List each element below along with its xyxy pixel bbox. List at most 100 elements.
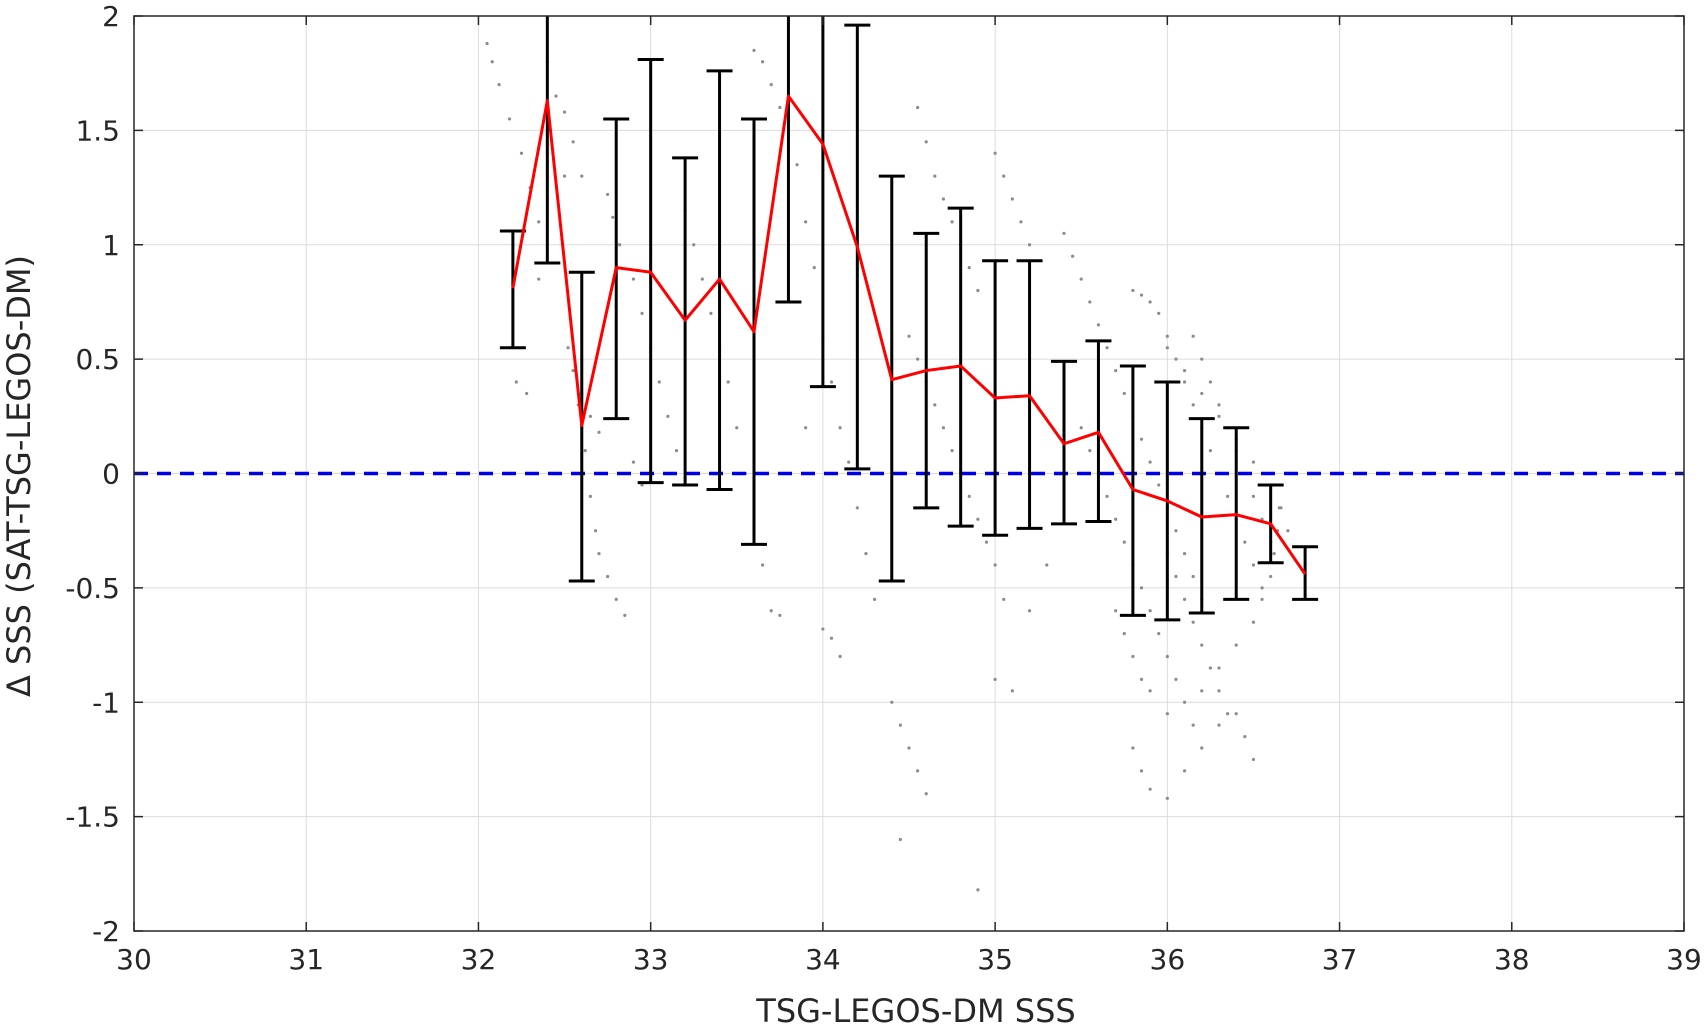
scatter-point xyxy=(566,346,570,350)
scatter-point xyxy=(666,414,670,418)
scatter-point xyxy=(1122,540,1126,544)
scatter-point xyxy=(1279,506,1283,510)
scatter-point xyxy=(631,460,636,464)
scatter-point xyxy=(674,449,679,453)
scatter-point xyxy=(950,449,954,453)
scatter-point xyxy=(519,151,524,155)
scatter-point xyxy=(941,426,946,430)
scatter-point xyxy=(1165,654,1169,659)
scatter-point xyxy=(761,563,765,567)
scatter-point xyxy=(1251,460,1256,464)
errorbar xyxy=(499,229,526,350)
scatter-point xyxy=(1148,787,1152,791)
scatter-point xyxy=(726,380,730,384)
scatter-point xyxy=(1191,723,1195,727)
scatter-point xyxy=(606,574,610,579)
scatter-point xyxy=(967,266,971,270)
scatter-point xyxy=(1208,666,1212,670)
mean-line xyxy=(511,94,1307,575)
y-tick-label: -2 xyxy=(92,915,120,948)
scatter-point xyxy=(1010,197,1014,201)
scatter-point xyxy=(588,494,592,498)
scatter-point xyxy=(1165,712,1169,716)
scatter-point xyxy=(1079,277,1083,281)
scatter-point xyxy=(700,277,704,281)
scatter-point xyxy=(1105,346,1109,350)
x-tick-label: 35 xyxy=(977,943,1013,976)
scatter-point xyxy=(829,636,834,640)
errorbar xyxy=(775,16,802,304)
scatter-point xyxy=(1191,334,1195,338)
scatter-point xyxy=(497,83,501,87)
scatter-point xyxy=(1260,597,1264,601)
scatter-point xyxy=(1217,723,1221,727)
scatter-point xyxy=(933,403,937,407)
x-tick-label: 39 xyxy=(1666,943,1702,976)
scatter-point xyxy=(1139,437,1144,441)
scatter-point xyxy=(1208,380,1212,384)
scatter-point xyxy=(1269,574,1273,579)
scatter-point xyxy=(1157,483,1161,487)
scatter-point xyxy=(898,723,902,727)
scatter-point xyxy=(1200,643,1204,647)
scatter-point xyxy=(507,117,512,121)
scatter-point xyxy=(1165,334,1169,338)
scatter-point xyxy=(537,220,541,224)
scatter-point xyxy=(1019,220,1023,224)
x-tick-label: 33 xyxy=(633,943,669,976)
scatter-point xyxy=(941,197,946,201)
scatter-point xyxy=(838,426,842,430)
scatter-point xyxy=(1114,368,1118,373)
scatter-point xyxy=(1182,368,1187,373)
scatter-point xyxy=(1131,746,1135,750)
scatter-point xyxy=(1234,643,1238,647)
scatter-point xyxy=(1286,529,1290,533)
scatter-point xyxy=(1114,609,1118,613)
scatter-point xyxy=(976,517,980,521)
scatter-point xyxy=(993,563,997,567)
scatter-point xyxy=(580,174,584,178)
scatter-point xyxy=(1157,311,1161,315)
scatter-point xyxy=(993,677,997,681)
scatter-point xyxy=(752,48,756,52)
scatter-point xyxy=(916,357,920,361)
scatter-point xyxy=(967,494,971,498)
scatter-point xyxy=(611,215,615,219)
scatter-point xyxy=(1182,551,1187,556)
scatter-point xyxy=(1234,712,1238,716)
scatter-point xyxy=(1191,620,1195,624)
scatter-point xyxy=(1131,288,1135,293)
x-axis-label: TSG-LEGOS-DM SSS xyxy=(755,992,1075,1030)
y-tick-label: -0.5 xyxy=(65,572,120,605)
scatter-point xyxy=(907,334,911,338)
tick-labels: 30 31 32 33 34 35 36 37 38 39 -2 -1.5 -1 -0.5 0 0.5 1 1.5… xyxy=(65,0,1701,976)
scatter-point xyxy=(847,460,851,464)
scatter-point xyxy=(1088,449,1092,453)
scatter-point xyxy=(1243,540,1247,544)
scatter-point xyxy=(1174,677,1178,681)
scatter-point xyxy=(1182,380,1187,384)
y-axis-label: Δ SSS (SAT-TSG-LEGOS-DM) xyxy=(0,255,38,697)
scatter-point xyxy=(1027,609,1032,613)
scatter-point xyxy=(976,288,980,293)
scatter-point xyxy=(829,380,834,384)
scatter-point xyxy=(485,41,489,46)
scatter-point xyxy=(1217,666,1221,670)
scatter-point xyxy=(1122,632,1126,636)
scatter-point xyxy=(606,192,610,197)
scatter-point xyxy=(1148,460,1152,464)
y-tick-label: 0 xyxy=(102,458,120,491)
scatter-point xyxy=(640,311,644,315)
scatter-point xyxy=(1139,586,1144,590)
scatter-point xyxy=(1002,174,1006,178)
scatter-point xyxy=(1217,414,1221,418)
scatter-point xyxy=(525,391,529,396)
scatter-point xyxy=(1079,426,1083,430)
scatter-point xyxy=(1148,689,1152,693)
y-tick-label: 1 xyxy=(102,229,120,262)
mean-line-series xyxy=(511,94,1307,575)
scatter-point xyxy=(597,551,601,556)
y-tick-label: 0.5 xyxy=(75,343,120,376)
scatter-point xyxy=(907,746,911,750)
scatter-point xyxy=(1062,231,1066,235)
